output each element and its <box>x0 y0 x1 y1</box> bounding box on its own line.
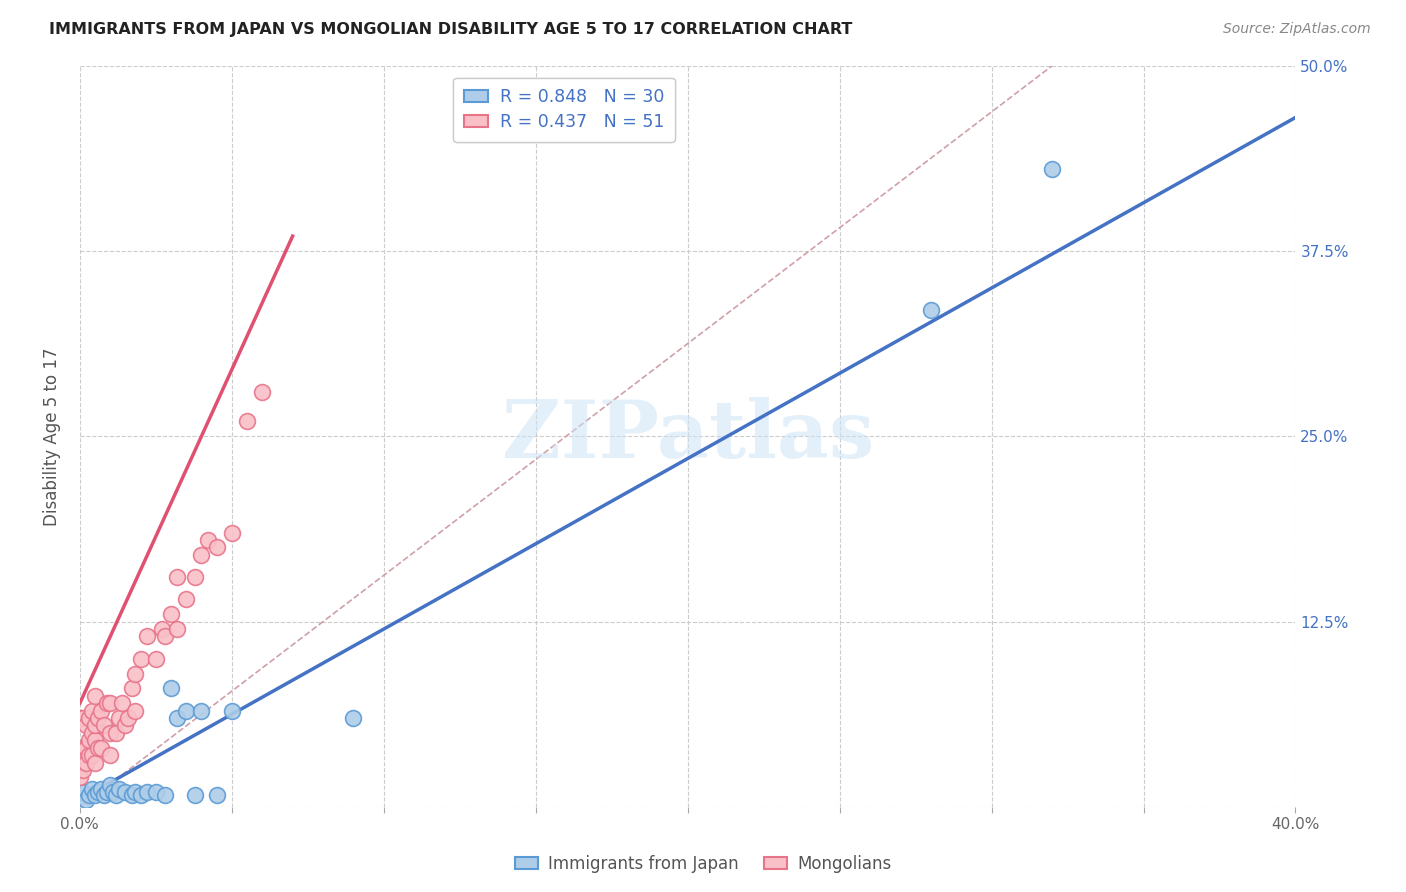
Point <box>84 756 107 770</box>
Point <box>124 704 146 718</box>
Point <box>117 711 139 725</box>
Point <box>160 681 183 696</box>
Point <box>166 711 188 725</box>
Point <box>221 525 243 540</box>
Point <box>75 718 97 732</box>
Point <box>84 689 107 703</box>
Point <box>96 785 118 799</box>
Point <box>197 533 219 547</box>
Point <box>236 414 259 428</box>
Point <box>160 607 183 622</box>
Text: Source: ZipAtlas.com: Source: ZipAtlas.com <box>1223 22 1371 37</box>
Legend: R = 0.848   N = 30, R = 0.437   N = 51: R = 0.848 N = 30, R = 0.437 N = 51 <box>453 78 675 142</box>
Y-axis label: Disability Age 5 to 17: Disability Age 5 to 17 <box>44 347 60 525</box>
Point <box>105 788 128 802</box>
Point <box>221 704 243 718</box>
Point <box>190 548 212 562</box>
Point <box>108 782 131 797</box>
Point <box>121 788 143 802</box>
Point <box>1040 162 1063 177</box>
Point <box>90 782 112 797</box>
Point <box>153 788 176 802</box>
Point <box>135 630 157 644</box>
Point <box>103 785 125 799</box>
Point <box>114 785 136 799</box>
Point <box>93 788 115 802</box>
Point <box>80 782 103 797</box>
Point <box>105 726 128 740</box>
Point <box>135 785 157 799</box>
Text: ZIPatlas: ZIPatlas <box>502 397 873 475</box>
Point <box>80 704 103 718</box>
Point <box>129 651 152 665</box>
Point <box>69 711 91 725</box>
Point <box>75 792 97 806</box>
Point <box>90 740 112 755</box>
Point <box>87 785 110 799</box>
Point <box>190 704 212 718</box>
Point <box>342 711 364 725</box>
Text: IMMIGRANTS FROM JAPAN VS MONGOLIAN DISABILITY AGE 5 TO 17 CORRELATION CHART: IMMIGRANTS FROM JAPAN VS MONGOLIAN DISAB… <box>49 22 852 37</box>
Point <box>77 733 100 747</box>
Point <box>72 763 94 777</box>
Point <box>75 756 97 770</box>
Point <box>145 651 167 665</box>
Point <box>75 740 97 755</box>
Point <box>87 711 110 725</box>
Point <box>250 384 273 399</box>
Point <box>111 696 134 710</box>
Point <box>920 303 942 318</box>
Point <box>84 788 107 802</box>
Point <box>72 785 94 799</box>
Point <box>124 666 146 681</box>
Point <box>153 630 176 644</box>
Point <box>77 788 100 802</box>
Point <box>72 740 94 755</box>
Point <box>80 748 103 763</box>
Point <box>166 570 188 584</box>
Point <box>121 681 143 696</box>
Point <box>98 748 121 763</box>
Point <box>205 788 228 802</box>
Point <box>124 785 146 799</box>
Point <box>90 704 112 718</box>
Point <box>166 622 188 636</box>
Point <box>87 740 110 755</box>
Point <box>145 785 167 799</box>
Point <box>84 733 107 747</box>
Point <box>80 726 103 740</box>
Point <box>174 704 197 718</box>
Point <box>72 711 94 725</box>
Point <box>93 718 115 732</box>
Point <box>98 696 121 710</box>
Point <box>98 778 121 792</box>
Point <box>69 770 91 784</box>
Point <box>174 592 197 607</box>
Point <box>108 711 131 725</box>
Point <box>98 726 121 740</box>
Point <box>205 541 228 555</box>
Point <box>184 570 207 584</box>
Point <box>96 696 118 710</box>
Point <box>129 788 152 802</box>
Point <box>77 748 100 763</box>
Legend: Immigrants from Japan, Mongolians: Immigrants from Japan, Mongolians <box>508 848 898 880</box>
Point <box>150 622 173 636</box>
Point <box>114 718 136 732</box>
Point <box>77 711 100 725</box>
Point <box>84 718 107 732</box>
Point <box>184 788 207 802</box>
